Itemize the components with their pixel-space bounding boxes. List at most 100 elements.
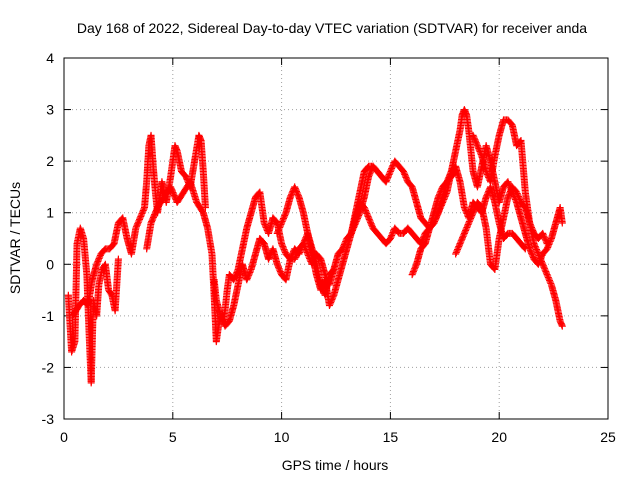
data-point [432,215,440,223]
data-point [293,189,301,197]
data-point [467,215,475,223]
data-point [365,215,373,223]
data-markers [64,106,566,387]
data-point [368,221,376,229]
data-point [94,257,102,265]
data-point [246,268,254,276]
data-point [362,208,370,216]
data-point [230,276,238,284]
data-point [474,143,482,151]
data-point [531,243,539,251]
data-point [527,248,535,256]
data-point [533,247,541,255]
data-point [273,229,281,237]
data-point [132,223,140,231]
data-point [409,268,417,276]
data-point [531,241,539,249]
data-point [328,296,336,304]
data-point [469,209,477,217]
data-point [362,207,370,215]
data-point [528,225,536,233]
y-tick-label: 3 [46,102,54,118]
y-tick-label: -3 [42,411,55,427]
data-point [471,204,479,212]
data-point [114,255,122,263]
x-tick-label: 25 [600,429,616,445]
data-point [277,221,285,229]
data-point [540,232,548,240]
data-point [136,214,144,222]
data-point [526,219,534,227]
data-point [95,254,103,262]
data-point [383,176,391,184]
y-tick-label: 0 [46,256,54,272]
data-point [133,221,141,229]
data-point [261,221,269,229]
data-point [536,254,544,262]
data-point [243,274,251,282]
data-point [542,268,550,276]
data-point [288,190,296,198]
data-point [439,198,447,206]
data-point [231,273,239,281]
data-point [541,266,549,274]
data-point [543,240,551,248]
data-point [399,167,407,175]
data-point [437,201,445,209]
data-point [470,206,478,214]
data-point [534,248,542,256]
data-point [542,238,550,246]
data-point [279,216,287,224]
data-point [365,171,373,179]
data-point [301,243,309,251]
data-point [472,139,480,147]
data-point [274,226,282,234]
data-point [367,220,375,228]
plot-area [63,57,609,420]
data-point [136,215,144,223]
data-point [541,234,549,242]
data-point [273,260,281,268]
data-point [543,271,551,279]
data-point [327,297,335,305]
data-point [408,271,416,279]
data-point [388,163,396,171]
data-point [457,237,465,245]
data-point [402,173,410,181]
data-point [430,219,438,227]
data-point [536,253,544,261]
data-point [139,207,147,215]
data-point [452,248,460,256]
data-point [274,228,282,236]
data-point [276,268,284,276]
data-point [275,225,283,233]
data-point [526,246,534,254]
series-track-9 [452,183,551,273]
data-point [383,175,391,183]
data-point [526,221,534,229]
series-track-1 [64,224,122,387]
data-point [325,302,333,310]
data-point [544,243,552,251]
x-tick-label: 0 [60,429,68,445]
data-point [462,225,470,233]
data-point [475,146,483,154]
data-point [218,315,226,323]
data-point [431,218,439,226]
data-point [476,148,484,156]
data-point [96,253,104,261]
data-point [384,173,392,181]
data-point [329,294,337,302]
x-tick-label: 20 [491,429,507,445]
data-point [456,240,464,248]
data-point [326,300,334,308]
data-point [439,197,447,205]
data-point [385,170,393,178]
data-point [280,246,288,254]
data-point [388,232,396,240]
data-point [545,275,553,283]
data-point [296,247,304,255]
data-point [513,188,521,196]
data-point [440,194,448,202]
data-point [296,248,304,256]
